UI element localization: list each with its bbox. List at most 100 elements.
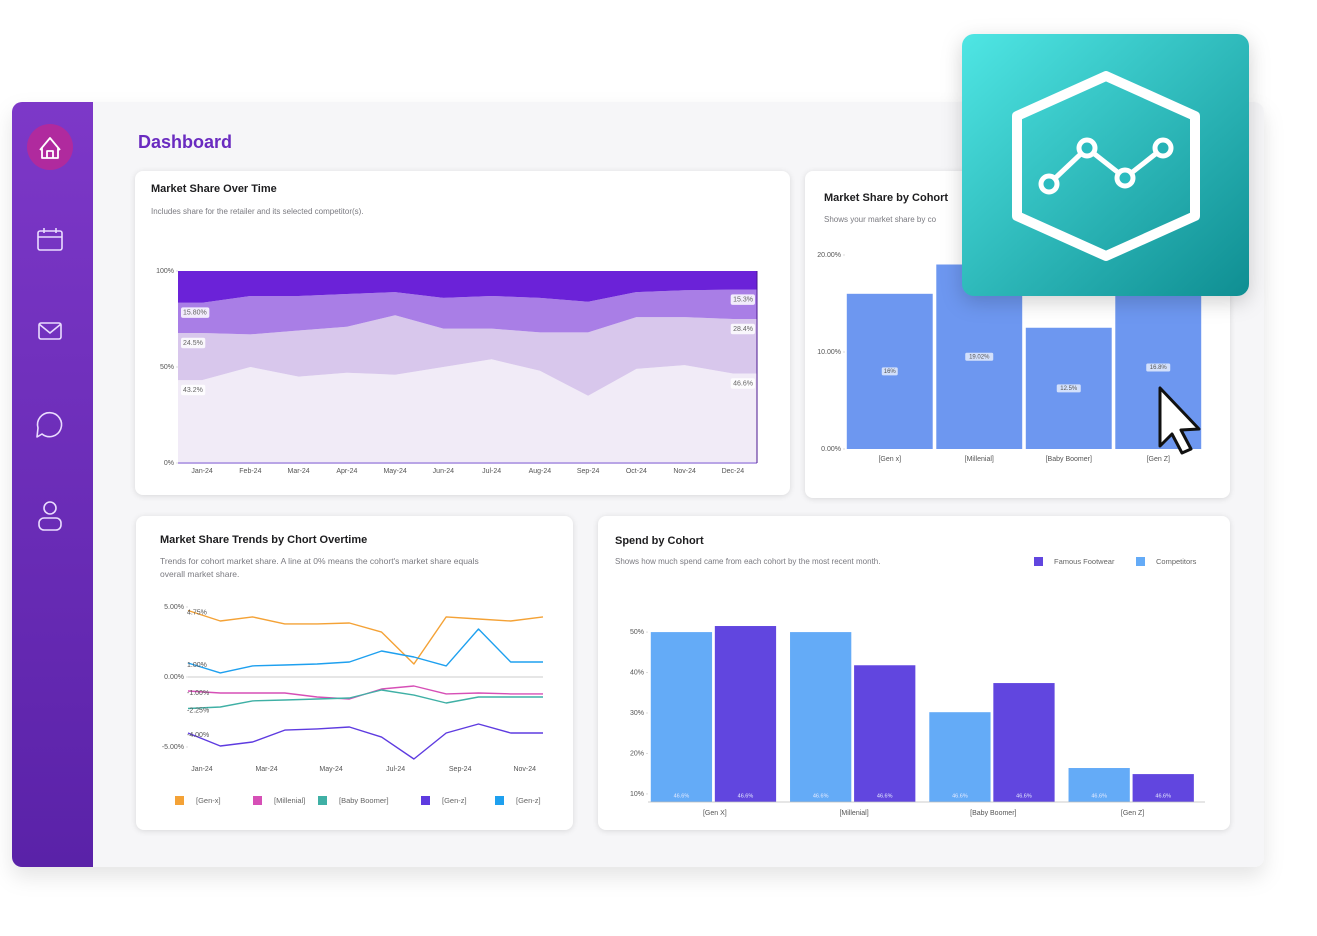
y-tick-label: 100% <box>156 268 174 275</box>
legend-label: [Gen-x] <box>196 796 221 805</box>
x-tick-label: Sep-24 <box>449 766 472 773</box>
x-tick-label: [Gen X] <box>703 810 727 817</box>
legend-swatch <box>175 796 184 805</box>
nav-chat[interactable] <box>36 411 63 438</box>
y-tick-label: 5.00% <box>164 604 184 611</box>
bar <box>714 626 777 802</box>
x-tick-label: Jul-24 <box>482 468 501 475</box>
bar <box>1068 768 1130 802</box>
data-label: 12.5% <box>1060 386 1078 392</box>
legend-swatch <box>318 796 327 805</box>
mouse-cursor <box>1158 386 1201 455</box>
y-tick-label: 20% <box>630 750 644 757</box>
bar <box>790 632 852 802</box>
x-tick-label: Jul-24 <box>386 766 405 773</box>
area <box>178 315 757 396</box>
x-tick-label: Aug-24 <box>529 468 552 475</box>
x-tick-label: Nov-24 <box>673 468 696 475</box>
legend-label: [Gen-z] <box>442 796 467 805</box>
app-logo <box>962 34 1249 296</box>
data-label: 43.2% <box>183 387 203 394</box>
legend-swatch <box>1034 557 1043 566</box>
x-tick-label: [Millenial] <box>965 456 994 463</box>
legend-label: Competitors <box>1156 557 1197 566</box>
data-label: 4.75% <box>187 609 207 616</box>
x-tick-label: [Millenial] <box>839 810 868 817</box>
area <box>178 359 757 463</box>
label-bg <box>181 307 210 318</box>
data-label: 1.00% <box>187 662 207 669</box>
subtitle-box: Trends for cohort market share. A line a… <box>160 556 479 579</box>
nav-mail[interactable] <box>38 322 62 340</box>
y-tick-label: 0.00% <box>821 446 841 453</box>
line <box>187 723 543 760</box>
chart-title: Spend by Cohort <box>615 535 704 547</box>
label-bg <box>730 323 755 335</box>
x-tick-label: Jun-24 <box>433 468 455 475</box>
label-bg <box>1146 363 1171 372</box>
data-label: 46.6% <box>733 380 753 387</box>
page-title: Dashboard <box>138 132 232 152</box>
label-bg <box>181 384 206 396</box>
chart-subtitle: Shows your market share by co <box>824 215 937 224</box>
chart-subtitle: Trends for cohort market share. A line a… <box>160 556 479 579</box>
y-tick-label: 10.00% <box>817 349 841 356</box>
x-tick-label: [Baby Boomer] <box>970 810 1016 817</box>
nav-calendar[interactable] <box>37 228 63 251</box>
label-bg <box>881 367 898 376</box>
x-tick-label: [Baby Boomer] <box>1046 456 1092 463</box>
chart-title: Market Share by Cohort <box>824 192 948 204</box>
label-bg <box>1056 384 1081 393</box>
data-label: -1.00% <box>187 690 209 697</box>
y-tick-label: 50% <box>160 364 174 371</box>
data-label: -4.00% <box>187 732 209 739</box>
line <box>187 628 543 674</box>
legend-swatch <box>495 796 504 805</box>
nav-user[interactable] <box>38 501 62 531</box>
area <box>178 289 757 335</box>
label-bg <box>965 352 994 361</box>
chart-subtitle: Shows how much spend came from each coho… <box>615 557 880 566</box>
x-tick-label: [Gen x] <box>878 456 901 463</box>
x-tick-label: May-24 <box>383 468 406 475</box>
chart-title: Market Share Trends by Chort Overtime <box>160 534 367 546</box>
x-tick-label: Nov-24 <box>513 766 536 773</box>
label-bg <box>730 294 755 305</box>
y-tick-label: 50% <box>630 629 644 636</box>
y-tick-label: 0.00% <box>164 674 184 681</box>
legend-label: Famous Footwear <box>1054 557 1115 566</box>
sidebar-edge <box>80 102 93 867</box>
nav-home[interactable] <box>27 124 73 170</box>
data-label: -2.25% <box>187 707 209 714</box>
data-label: 16% <box>884 369 897 375</box>
bar-annotation: 46.6% <box>738 793 754 799</box>
x-tick-label: [Gen Z] <box>1121 810 1144 817</box>
x-tick-label: Jan-24 <box>191 766 213 773</box>
x-tick-label: Mar-24 <box>288 468 310 475</box>
x-tick-label: Sep-24 <box>577 468 600 475</box>
x-tick-label: Dec-24 <box>722 468 745 475</box>
y-tick-label: -5.00% <box>162 744 184 751</box>
area <box>178 271 757 303</box>
bar-annotation: 46.6% <box>952 793 968 799</box>
bar <box>854 665 916 802</box>
bar <box>993 683 1055 802</box>
bar <box>1132 774 1194 802</box>
y-tick-label: 0% <box>164 460 174 467</box>
x-tick-label: Jan-24 <box>191 468 213 475</box>
bar-annotation: 46.6% <box>877 793 893 799</box>
bar <box>650 632 713 802</box>
legend-label: [Millenial] <box>274 796 305 805</box>
y-tick-label: 20.00% <box>817 252 841 259</box>
x-tick-label: Feb-24 <box>239 468 261 475</box>
legend-swatch <box>253 796 262 805</box>
legend-swatch <box>421 796 430 805</box>
legend-label: [Gen-z] <box>516 796 541 805</box>
data-label: 15.80% <box>183 310 207 317</box>
sidebar <box>12 102 93 867</box>
bar-annotation: 46.6% <box>1155 793 1171 799</box>
card <box>136 516 573 830</box>
data-label: 24.5% <box>183 340 203 347</box>
label-bg <box>730 378 755 389</box>
